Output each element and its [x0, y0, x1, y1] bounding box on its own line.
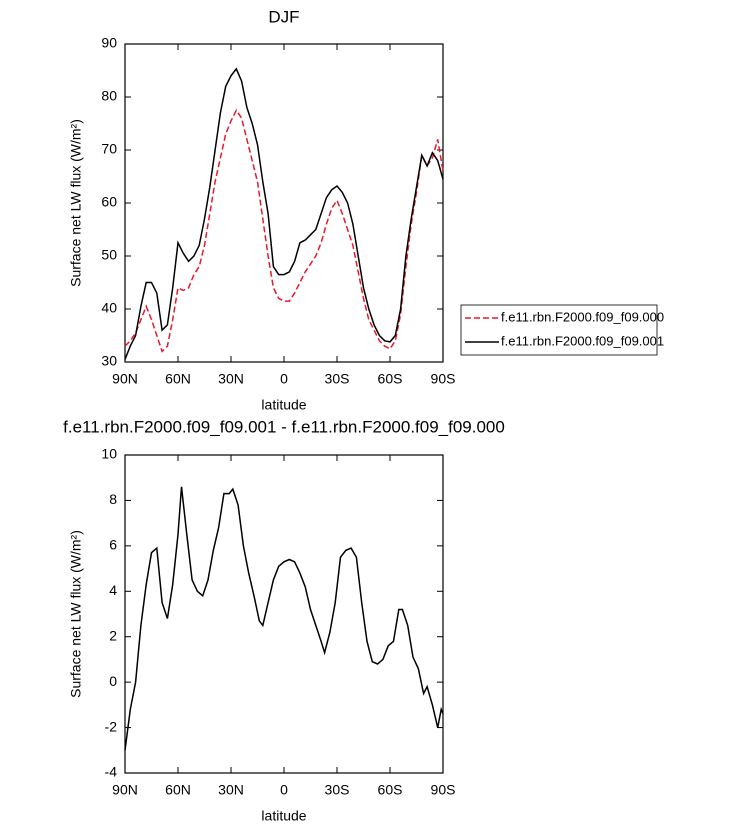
y-tick-label: 8	[109, 491, 117, 507]
y-tick-label: 80	[101, 88, 117, 104]
x-axis-label: latitude	[261, 808, 306, 824]
data-line	[124, 108, 444, 353]
y-tick-label: 40	[101, 300, 117, 316]
data-line	[124, 67, 444, 360]
x-tick-label: 0	[280, 782, 288, 798]
chart-title: DJF	[268, 7, 299, 26]
x-tick-label: 90S	[431, 782, 456, 798]
x-tick-label: 0	[280, 371, 288, 387]
plot-frame	[124, 43, 444, 363]
x-tick-label: 60S	[378, 371, 403, 387]
x-axis-label: latitude	[261, 397, 306, 413]
y-axis-label: Surface net LW flux (W/m²)	[68, 530, 84, 698]
legend-label: f.e11.rbn.F2000.f09_f09.001	[501, 333, 664, 348]
y-tick-label: 10	[101, 446, 117, 462]
y-tick-label: 30	[101, 353, 117, 369]
y-axis-label: Surface net LW flux (W/m²)	[68, 119, 84, 287]
chart-title: f.e11.rbn.F2000.f09_f09.001 - f.e11.rbn.…	[63, 417, 505, 436]
y-tick-label: 4	[109, 582, 117, 598]
x-tick-label: 90N	[112, 782, 138, 798]
data-line	[124, 486, 444, 751]
x-tick-label: 60N	[165, 782, 191, 798]
legend-label: f.e11.rbn.F2000.f09_f09.000	[501, 309, 664, 324]
y-tick-label: 70	[101, 141, 117, 157]
x-tick-label: 90S	[431, 371, 456, 387]
y-tick-label: 6	[109, 537, 117, 553]
x-tick-label: 60N	[165, 371, 191, 387]
x-tick-label: 60S	[378, 782, 403, 798]
y-tick-label: 2	[109, 627, 117, 643]
y-tick-label: 60	[101, 194, 117, 210]
x-tick-label: 30N	[218, 782, 244, 798]
plot-frame	[124, 454, 444, 774]
y-tick-label: 0	[109, 673, 117, 689]
y-tick-label: 50	[101, 247, 117, 263]
x-tick-label: 90N	[112, 371, 138, 387]
legend-box	[460, 304, 658, 356]
y-tick-label: -4	[105, 764, 118, 780]
x-tick-label: 30N	[218, 371, 244, 387]
x-tick-label: 30S	[325, 782, 350, 798]
y-tick-label: -2	[105, 718, 118, 734]
y-tick-label: 90	[101, 35, 117, 51]
x-tick-label: 30S	[325, 371, 350, 387]
